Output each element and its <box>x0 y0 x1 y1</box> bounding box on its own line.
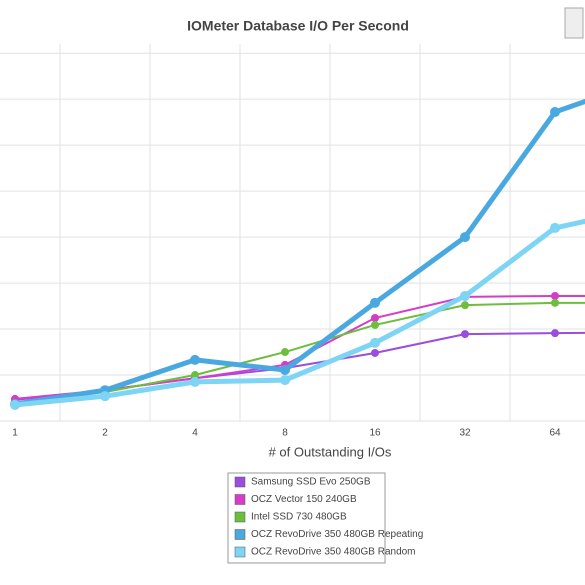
logo <box>564 7 584 39</box>
data-point <box>371 314 379 323</box>
legend-swatch <box>234 511 246 523</box>
chart-title: IOMeter Database I/O Per Second <box>187 18 409 34</box>
legend-box <box>227 472 386 564</box>
data-point <box>551 291 559 300</box>
data-point <box>370 337 380 348</box>
x-tick-label: 2 <box>102 428 108 439</box>
data-point <box>461 301 469 310</box>
data-point <box>460 290 470 301</box>
x-tick-label: 8 <box>282 428 288 439</box>
series-line <box>14 218 585 408</box>
series-line <box>14 98 585 407</box>
x-tick-label: 16 <box>369 428 381 439</box>
data-point <box>370 297 380 308</box>
legend-swatch <box>234 476 246 488</box>
data-point <box>10 399 20 410</box>
x-tick-label: 64 <box>549 428 561 439</box>
data-point <box>191 371 199 380</box>
legend-label: OCZ RevoDrive 350 480GB Repeating <box>251 529 423 540</box>
data-point <box>371 320 379 329</box>
data-point <box>551 298 559 307</box>
legend-label: OCZ RevoDrive 350 480GB Random <box>251 547 416 558</box>
data-point <box>551 329 559 338</box>
legend-label: Intel SSD 730 480GB <box>251 512 347 523</box>
x-tick-label: 1 <box>12 428 18 439</box>
data-point <box>550 107 560 118</box>
legend-swatch <box>234 494 246 505</box>
data-point <box>190 354 200 365</box>
x-tick-label: 4 <box>192 428 198 439</box>
legend-swatch <box>234 529 246 540</box>
data-point <box>371 348 379 357</box>
x-axis-label: # of Outstanding I/Os <box>269 444 392 459</box>
data-point <box>280 364 290 375</box>
legend-label: Samsung SSD Evo 250GB <box>251 477 371 488</box>
data-point <box>550 222 560 233</box>
data-point <box>460 232 470 243</box>
data-point <box>281 348 289 357</box>
legend-label: OCZ Vector 150 240GB <box>251 494 357 505</box>
x-tick-label: 32 <box>459 428 471 439</box>
data-point <box>100 391 110 402</box>
data-point <box>190 376 200 387</box>
legend-swatch <box>234 546 246 558</box>
data-point <box>280 375 290 386</box>
data-point <box>461 330 469 339</box>
